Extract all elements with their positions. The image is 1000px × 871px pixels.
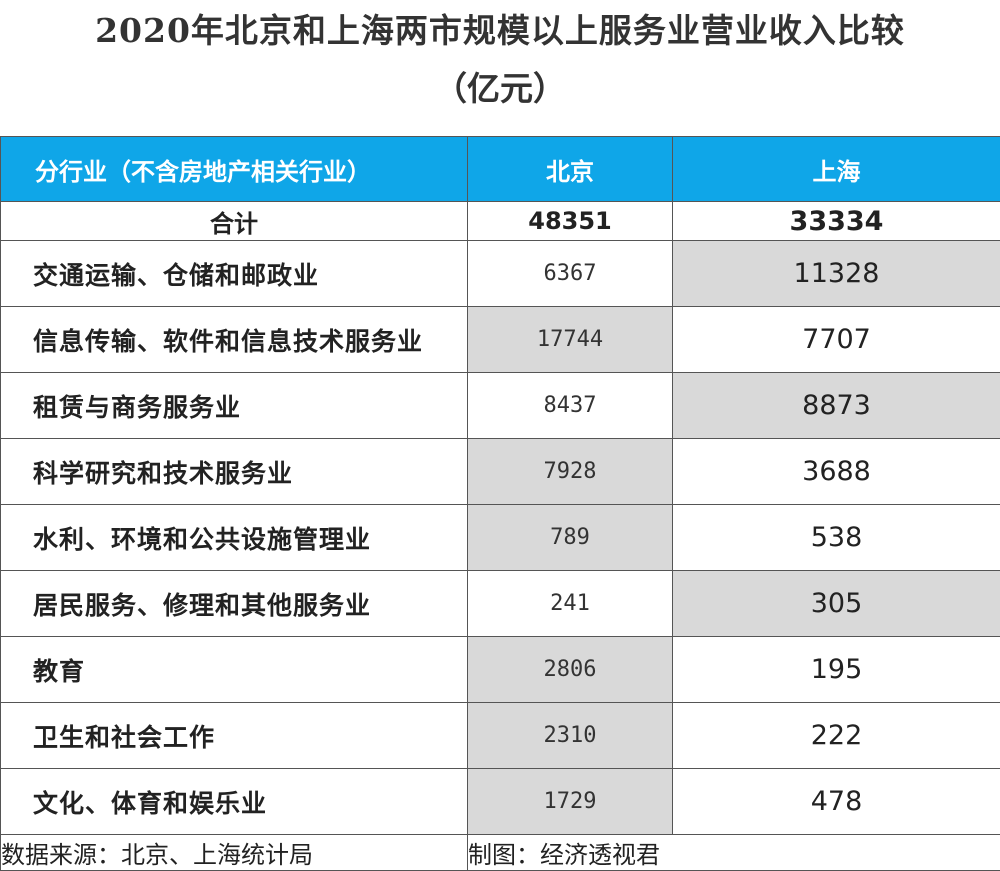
table-header-row: 分行业（不含房地产相关行业） 北京 上海 (1, 137, 1000, 202)
row-label: 文化、体育和娱乐业 (1, 769, 468, 835)
total-label: 合计 (1, 202, 468, 241)
row-label: 教育 (1, 637, 468, 703)
header-shanghai: 上海 (673, 137, 1000, 202)
total-beijing: 48351 (468, 202, 673, 241)
row-label: 水利、环境和公共设施管理业 (1, 505, 468, 571)
shanghai-value: 478 (673, 769, 1000, 835)
shanghai-value: 222 (673, 703, 1000, 769)
beijing-value: 6367 (468, 241, 673, 307)
row-label: 居民服务、修理和其他服务业 (1, 571, 468, 637)
beijing-value: 241 (468, 571, 673, 637)
shanghai-value: 3688 (673, 439, 1000, 505)
credit-note: 制图：经济透视君 (468, 835, 1000, 871)
header-beijing: 北京 (468, 137, 673, 202)
shanghai-value: 195 (673, 637, 1000, 703)
beijing-value: 2310 (468, 703, 673, 769)
chart-title: 2020年北京和上海两市规模以上服务业营业收入比较 (0, 8, 1000, 54)
beijing-value: 789 (468, 505, 673, 571)
footer-row: 数据来源：北京、上海统计局 制图：经济透视君 (1, 835, 1000, 871)
chart-subtitle: （亿元） (0, 66, 1000, 112)
comparison-table: 分行业（不含房地产相关行业） 北京 上海 合计 48351 33334 交通运输… (0, 136, 1000, 871)
beijing-value: 1729 (468, 769, 673, 835)
shanghai-value: 7707 (673, 307, 1000, 373)
row-label: 科学研究和技术服务业 (1, 439, 468, 505)
shanghai-value: 538 (673, 505, 1000, 571)
row-label: 租赁与商务服务业 (1, 373, 468, 439)
beijing-value: 17744 (468, 307, 673, 373)
beijing-value: 2806 (468, 637, 673, 703)
total-shanghai: 33334 (673, 202, 1000, 241)
header-industry: 分行业（不含房地产相关行业） (1, 137, 468, 202)
row-label: 交通运输、仓储和邮政业 (1, 241, 468, 307)
row-label: 卫生和社会工作 (1, 703, 468, 769)
source-note: 数据来源：北京、上海统计局 (1, 835, 468, 871)
shanghai-value: 11328 (673, 241, 1000, 307)
beijing-value: 7928 (468, 439, 673, 505)
beijing-value: 8437 (468, 373, 673, 439)
shanghai-value: 8873 (673, 373, 1000, 439)
row-label: 信息传输、软件和信息技术服务业 (1, 307, 468, 373)
total-row: 合计 48351 33334 (1, 202, 1000, 241)
shanghai-value: 305 (673, 571, 1000, 637)
